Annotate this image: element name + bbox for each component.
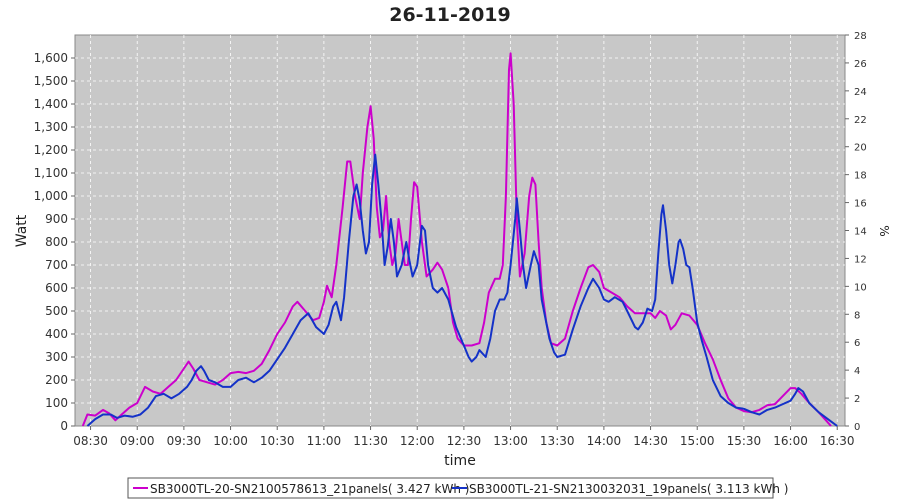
x-tick-label: 16:30: [820, 434, 855, 448]
x-tick-label: 15:00: [680, 434, 715, 448]
legend: SB3000TL-20-SN2100578613_21panels( 3.427…: [127, 477, 788, 499]
y-tick-label: 500: [45, 304, 68, 318]
y2-tick-label: 0: [854, 422, 860, 433]
y-tick-label: 0: [60, 419, 68, 433]
y2-tick-label: 10: [854, 282, 867, 293]
x-tick-label: 14:00: [587, 434, 622, 448]
y-axis-label: Watt: [14, 214, 30, 247]
x-axis-label: time: [444, 453, 476, 469]
y2-tick-label: 12: [854, 254, 867, 265]
y-tick-label: 700: [45, 258, 68, 272]
series-layer: [81, 52, 838, 427]
y-tick-label: 600: [45, 281, 68, 295]
y2-axis-label: %: [877, 225, 891, 236]
y-tick-label: 200: [45, 373, 68, 387]
y-tick-label: 300: [45, 350, 68, 364]
x-tick-label: 09:30: [167, 434, 202, 448]
plot-area: [74, 34, 846, 427]
legend-entry-1: SB3000TL-20-SN2100578613_21panels( 3.427…: [150, 482, 469, 496]
series-line-1: [81, 52, 832, 427]
y-tick-label: 1,500: [34, 74, 68, 88]
y-tick-label: 1,000: [34, 189, 68, 203]
x-tick-label: 11:00: [307, 434, 342, 448]
y2-tick-label: 26: [854, 59, 867, 70]
x-tick-label: 11:30: [353, 434, 388, 448]
x-tick-label: 12:30: [447, 434, 482, 448]
legend-box: [127, 477, 774, 499]
legend-entry-2: SB3000TL-21-SN2130032031_19panels( 3.113…: [469, 482, 788, 496]
y2-tick-label: 16: [854, 199, 867, 210]
y-tick-label: 1,100: [34, 166, 68, 180]
y-tick-label: 1,300: [34, 120, 68, 134]
x-tick-label: 12:00: [400, 434, 435, 448]
x-tick-label: 15:30: [727, 434, 762, 448]
y-tick-label: 1,400: [34, 97, 68, 111]
y2-tick-label: 24: [854, 87, 867, 98]
y2-tick-label: 8: [854, 310, 860, 321]
grid: [75, 35, 845, 426]
series-line-2: [86, 153, 838, 427]
y2-tick-label: 22: [854, 115, 867, 126]
y-tick-label: 1,600: [34, 51, 68, 65]
y2-tick-label: 28: [854, 31, 867, 42]
y-axis-ticks: 0 100 200 300 400 500 600 700 800 900 1,000 1,100 1,…: [34, 51, 75, 433]
y-tick-label: 900: [45, 212, 68, 226]
y2-tick-label: 6: [854, 338, 860, 349]
y2-tick-label: 14: [854, 227, 867, 238]
chart-title: 26-11-2019: [389, 4, 511, 26]
x-tick-label: 13:00: [493, 434, 528, 448]
y-tick-label: 1,200: [34, 143, 68, 157]
x-tick-label: 09:00: [120, 434, 155, 448]
y-tick-label: 100: [45, 396, 68, 410]
y2-tick-label: 20: [854, 143, 867, 154]
x-tick-label: 16:00: [773, 434, 808, 448]
x-tick-label: 10:00: [213, 434, 248, 448]
y-tick-label: 400: [45, 327, 68, 341]
y2-tick-label: 2: [854, 394, 860, 405]
x-axis-ticks: 08:30 09:00 09:30 10:00 10:30 11:00 11:30 12:00…: [73, 426, 855, 448]
x-tick-label: 14:30: [633, 434, 668, 448]
y2-tick-label: 18: [854, 171, 867, 182]
y2-tick-label: 4: [854, 366, 860, 377]
y-tick-label: 800: [45, 235, 68, 249]
x-tick-label: 13:30: [540, 434, 575, 448]
x-tick-label: 08:30: [73, 434, 108, 448]
x-tick-label: 10:30: [260, 434, 295, 448]
